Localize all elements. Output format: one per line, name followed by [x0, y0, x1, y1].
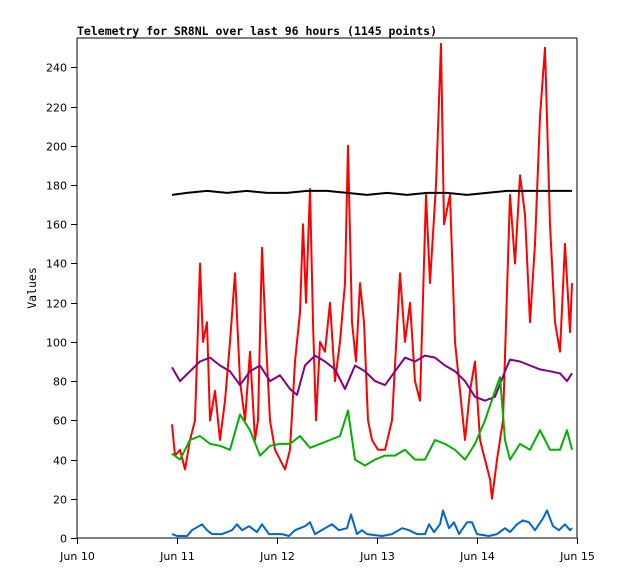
y-tick-label: 100	[46, 337, 67, 350]
x-tick-label: Jun 14	[459, 550, 495, 563]
y-tick-label: 180	[46, 180, 67, 193]
y-tick-label: 160	[46, 219, 67, 232]
chart-title: Telemetry for SR8NL over last 96 hours (…	[77, 24, 437, 38]
series-line-black	[171, 189, 572, 196]
x-tick-label: Jun 13	[359, 550, 395, 563]
y-tick-label: 120	[46, 298, 67, 311]
y-tick-label: 0	[60, 533, 67, 546]
y-axis-label: Values	[25, 267, 39, 309]
y-tick-label: 40	[53, 455, 67, 468]
y-tick-label: 60	[53, 415, 67, 428]
y-tick-label: 200	[46, 141, 67, 154]
y-tick-label: 80	[53, 376, 67, 389]
series-line-blue	[171, 509, 573, 537]
series-line-purple	[171, 354, 573, 402]
x-tick-label: Jun 15	[559, 550, 595, 563]
x-tick-label: Jun 11	[159, 550, 195, 563]
y-tick-label: 20	[53, 494, 67, 507]
series-line-green	[171, 376, 573, 467]
x-tick-label: Jun 12	[259, 550, 295, 563]
x-tick-label: Jun 10	[59, 550, 95, 563]
y-tick-label: 240	[46, 62, 67, 75]
series-line-red	[171, 42, 573, 500]
y-tick-label: 220	[46, 102, 67, 115]
y-tick-label: 140	[46, 258, 67, 271]
